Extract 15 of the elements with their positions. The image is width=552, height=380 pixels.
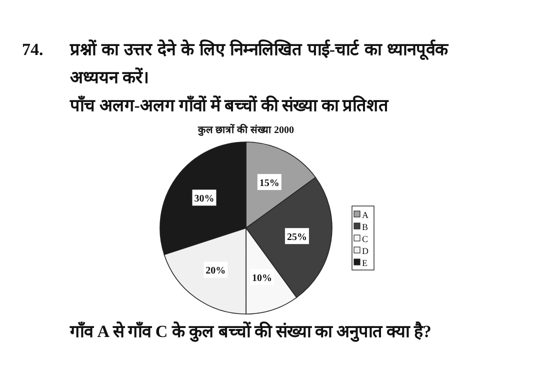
data-label: 20% — [206, 266, 226, 277]
data-label: 30% — [194, 194, 214, 205]
text: 74. — [22, 39, 44, 61]
legend-label: C — [362, 234, 368, 244]
data-label: 15% — [259, 178, 280, 190]
text: प्रश्नों का उत्तर देने के लिए निम्नलिखित पाई-चार्ट का ध्यानपूर्वक अध्ययन करें। — [70, 38, 448, 89]
data-label: 10% — [252, 273, 272, 284]
text: गाँव A से गाँव C के कुल बच्चों की संख्या का अनुपात क्या है? — [70, 320, 432, 344]
chart-subtitle: पाँच अलग-अलग गाँवों में बच्चों की संख्या का प्रतिशत — [70, 94, 390, 117]
legend-label: D — [362, 246, 369, 256]
chart-title: कुल छात्रों की संख्या 2000 — [197, 123, 294, 136]
data-label: 25% — [286, 232, 307, 244]
legend-label: A — [362, 210, 369, 220]
legend-label: E — [362, 258, 368, 268]
legend-label: B — [362, 222, 368, 232]
